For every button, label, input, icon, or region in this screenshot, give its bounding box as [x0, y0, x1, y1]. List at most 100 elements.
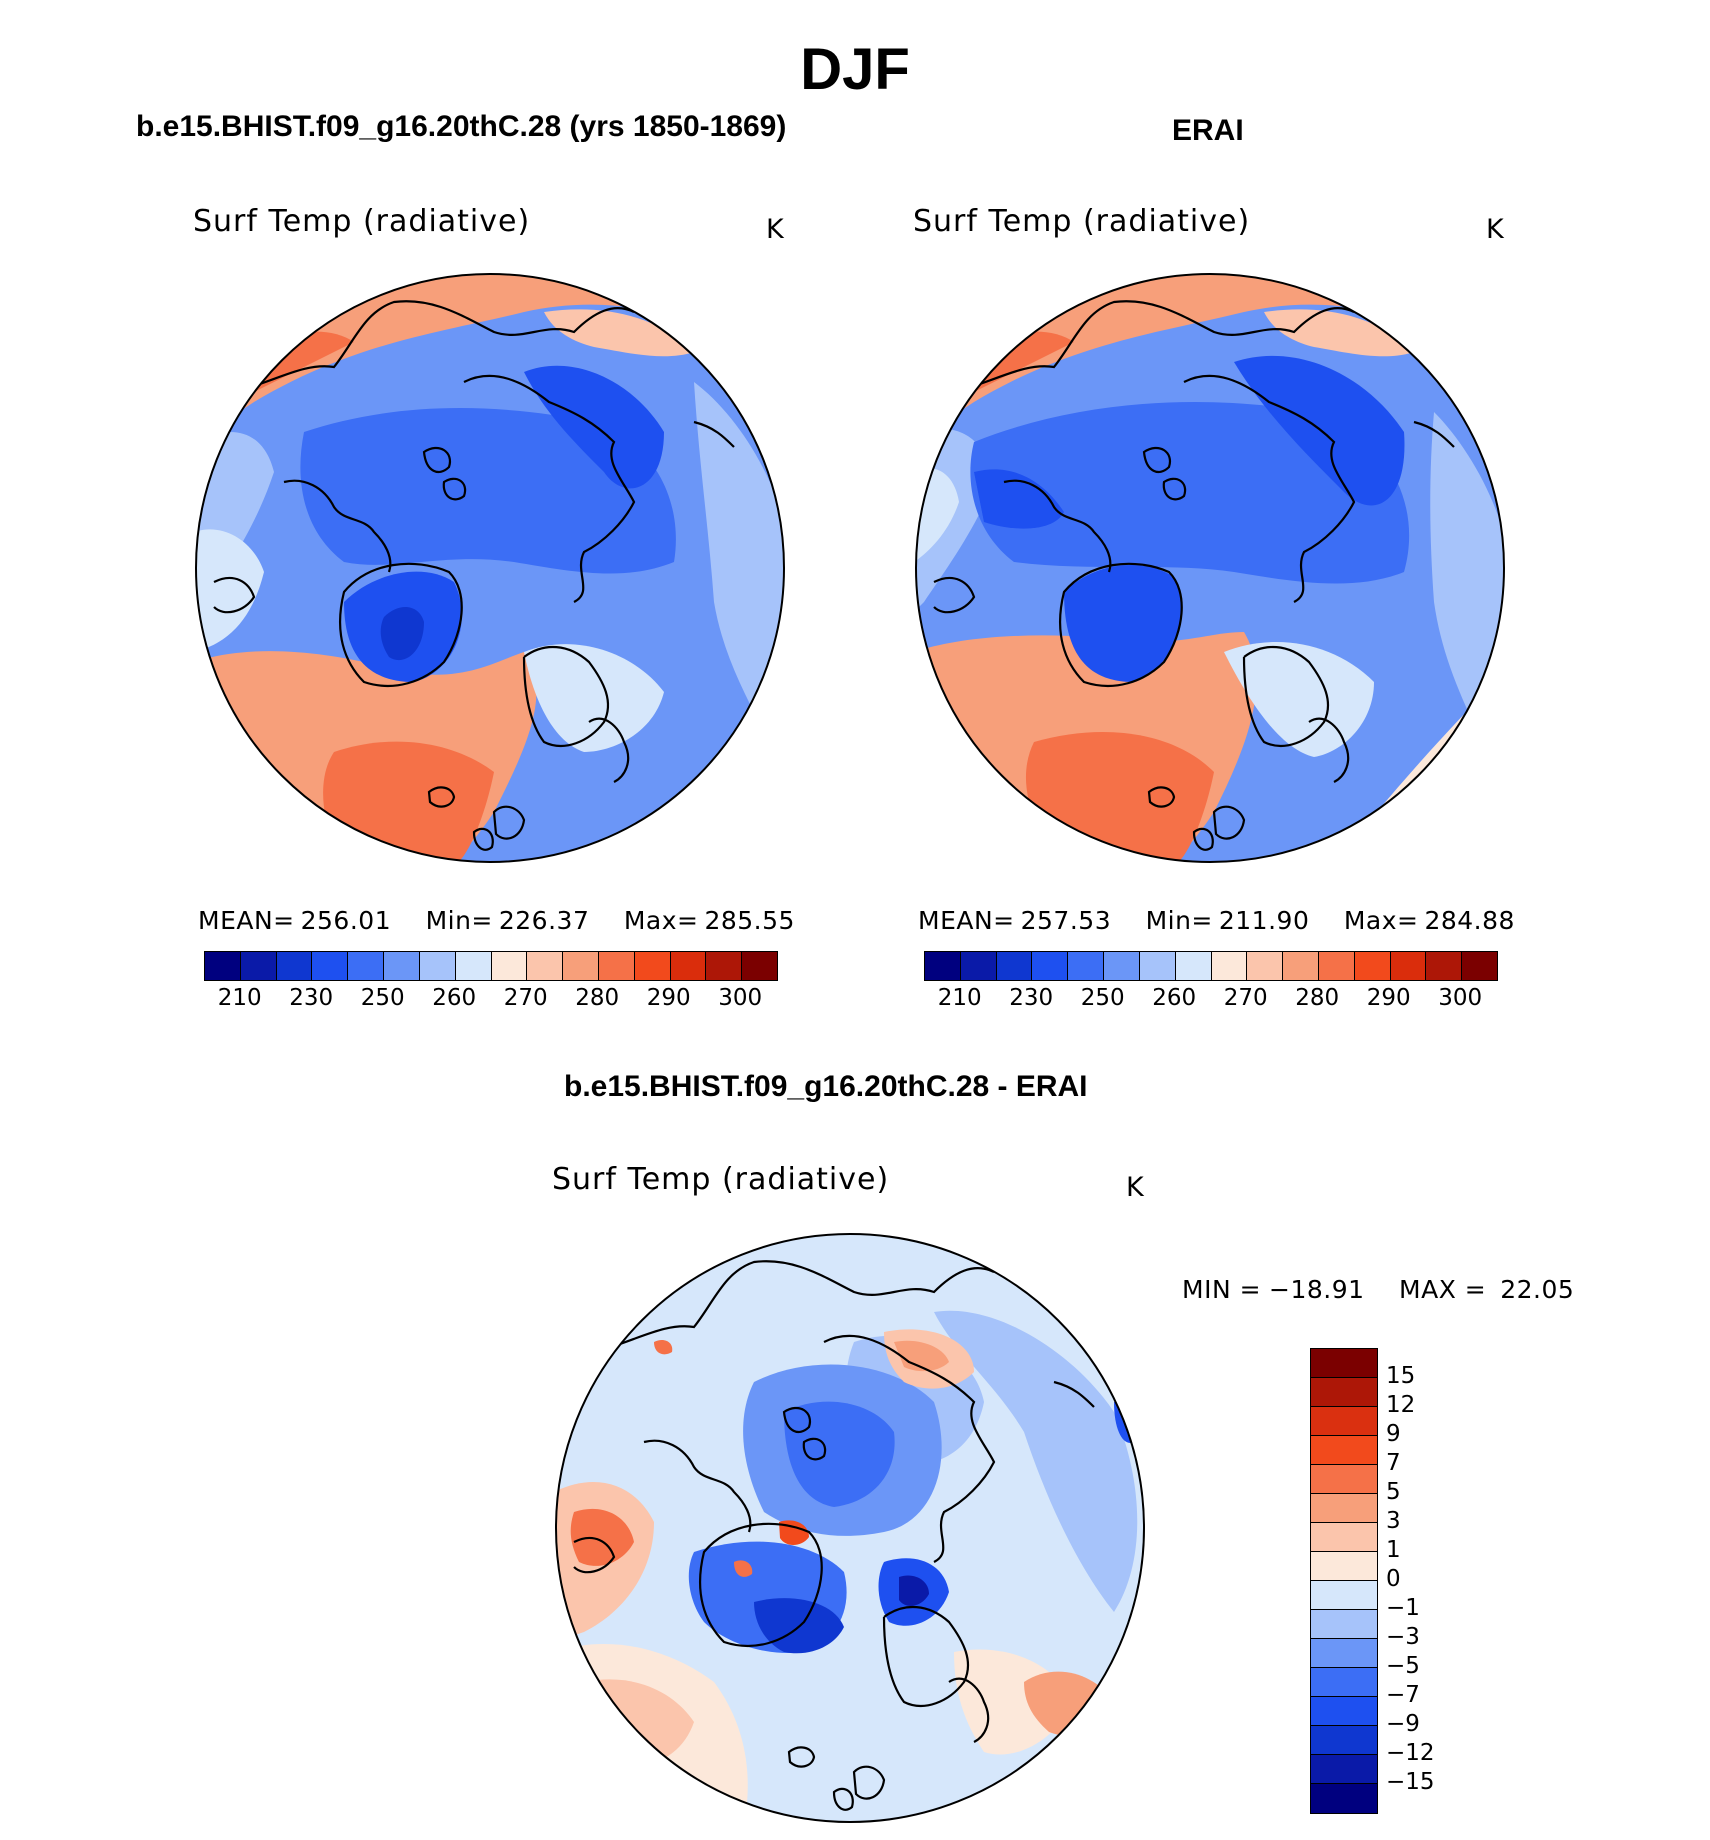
field-light-scandinavia — [524, 644, 664, 752]
difference-colorbar-segment — [1311, 1610, 1377, 1639]
model-polar-map — [195, 273, 785, 863]
model-panel-heading: b.e15.BHIST.f09_g16.20thC.28 (yrs 1850-1… — [136, 110, 787, 143]
coastlines — [213, 300, 735, 851]
difference-colorbar-label: −7 — [1386, 1682, 1420, 1708]
model-stats-line: MEAN= 256.01 Min= 226.37 Max= 285.55 — [198, 906, 821, 935]
map-boundary — [915, 273, 1505, 863]
obs-colorbar-tick-label: 280 — [1295, 985, 1340, 1011]
obs-colorbar-segment — [1139, 952, 1176, 980]
model-colorbar-segment — [706, 952, 743, 980]
obs-variable-title: Surf Temp (radiative) — [913, 204, 1251, 239]
field-mild — [544, 309, 694, 357]
model-colorbar-segment — [598, 952, 635, 980]
obs-colorbar-segment — [1211, 952, 1248, 980]
difference-colorbar-segment — [1311, 1465, 1377, 1494]
model-colorbar — [204, 951, 778, 981]
model-colorbar-tick-label: 270 — [503, 985, 548, 1011]
difference-colorbar-label: 3 — [1386, 1508, 1401, 1534]
model-max-stat: Max= 285.55 — [623, 906, 795, 935]
model-colorbar-segment — [419, 952, 456, 980]
obs-colorbar-segment — [1390, 952, 1427, 980]
model-colorbar-segment — [455, 952, 492, 980]
field-cold-arctic — [970, 402, 1410, 584]
model-colorbar-tick-label: 290 — [646, 985, 691, 1011]
difference-colorbar-label: −1 — [1386, 1595, 1420, 1621]
obs-colorbar-segment — [996, 952, 1033, 980]
obs-colorbar-tick-label: 260 — [1152, 985, 1197, 1011]
difference-colorbar-label: −5 — [1386, 1653, 1420, 1679]
field-cool-east — [934, 1310, 1138, 1612]
field-cold-siberia — [524, 365, 664, 489]
field-colder-greenland — [380, 606, 424, 661]
field-cold-siberia — [1234, 355, 1405, 506]
model-colorbar-segment — [240, 952, 277, 980]
difference-colorbar-segment — [1311, 1784, 1377, 1813]
model-variable-title: Surf Temp (radiative) — [193, 204, 531, 239]
difference-colorbar — [1310, 1348, 1378, 1814]
model-colorbar-tick-label: 210 — [217, 985, 262, 1011]
field-light — [196, 529, 264, 652]
field-warm-atlantic-core — [323, 741, 494, 862]
field-mild-east — [694, 752, 784, 862]
obs-colorbar-tick-label: 230 — [1009, 985, 1054, 1011]
model-colorbar-segment — [742, 952, 777, 980]
difference-colorbar-label: −15 — [1386, 1769, 1435, 1795]
obs-mean-stat: MEAN= 257.53 — [918, 906, 1112, 935]
model-colorbar-segment — [563, 952, 599, 980]
field-negative-core — [784, 1401, 895, 1507]
difference-colorbar-segment — [1311, 1523, 1377, 1552]
obs-colorbar-segment — [1104, 952, 1140, 980]
difference-colorbar-label: 12 — [1386, 1392, 1416, 1418]
model-colorbar-segment — [670, 952, 707, 980]
obs-colorbar-tick-label: 250 — [1080, 985, 1125, 1011]
obs-colorbar-segment — [1032, 952, 1069, 980]
difference-colorbar-label: 0 — [1386, 1566, 1401, 1592]
obs-min-stat: Min= 211.90 — [1145, 906, 1310, 935]
field-cold-greenland — [1064, 565, 1182, 682]
obs-colorbar-segment — [1068, 952, 1105, 980]
obs-colorbar-segment — [1283, 952, 1319, 980]
difference-units-label: K — [1126, 1172, 1144, 1203]
model-units-label: K — [766, 214, 784, 245]
obs-colorbar-tick-label: 210 — [937, 985, 982, 1011]
model-colorbar-tick-label: 250 — [360, 985, 405, 1011]
model-colorbar-segment — [348, 952, 385, 980]
map-boundary — [555, 1233, 1145, 1823]
coastlines — [573, 1260, 1095, 1811]
difference-min-stat: MIN = −18.91 — [1182, 1275, 1365, 1304]
obs-colorbar-tick-label: 290 — [1366, 985, 1411, 1011]
difference-colorbar-segment — [1311, 1726, 1377, 1755]
difference-colorbar-segment — [1311, 1755, 1377, 1784]
obs-colorbar-segment — [1354, 952, 1391, 980]
model-colorbar-tick-label: 300 — [718, 985, 763, 1011]
figure-title: DJF — [800, 37, 910, 102]
obs-max-stat: Max= 284.88 — [1343, 906, 1515, 935]
model-colorbar-tick-label: 230 — [289, 985, 334, 1011]
difference-colorbar-label: 1 — [1386, 1537, 1401, 1563]
field-positive-west-core — [570, 1508, 634, 1566]
difference-polar-map — [555, 1233, 1145, 1823]
field-cold-canada — [974, 469, 1064, 529]
difference-colorbar-segment — [1311, 1581, 1377, 1610]
difference-colorbar-segment — [1311, 1639, 1377, 1668]
difference-stats-line: MIN = −18.91 MAX = 22.05 — [1182, 1275, 1600, 1304]
obs-polar-map — [915, 273, 1505, 863]
obs-colorbar-segment — [1318, 952, 1355, 980]
obs-colorbar-segment — [1426, 952, 1463, 980]
obs-colorbar-segment — [925, 952, 961, 980]
obs-colorbar-segment — [1247, 952, 1284, 980]
difference-variable-title: Surf Temp (radiative) — [552, 1162, 890, 1197]
obs-units-label: K — [1486, 214, 1504, 245]
difference-colorbar-label: −12 — [1386, 1740, 1435, 1766]
model-mean-stat: MEAN= 256.01 — [198, 906, 392, 935]
difference-colorbar-label: −9 — [1386, 1711, 1420, 1737]
field-hotspot-1 — [779, 1520, 809, 1546]
difference-colorbar-segment — [1311, 1436, 1377, 1465]
difference-colorbar-label: 7 — [1386, 1450, 1401, 1476]
difference-colorbar-segment — [1311, 1349, 1377, 1378]
difference-colorbar-segment — [1311, 1407, 1377, 1436]
difference-max-stat: MAX = 22.05 — [1399, 1275, 1575, 1304]
difference-colorbar-label: 5 — [1386, 1479, 1401, 1505]
field-positive-siberia-core — [894, 1340, 949, 1372]
obs-colorbar-segment — [960, 952, 997, 980]
